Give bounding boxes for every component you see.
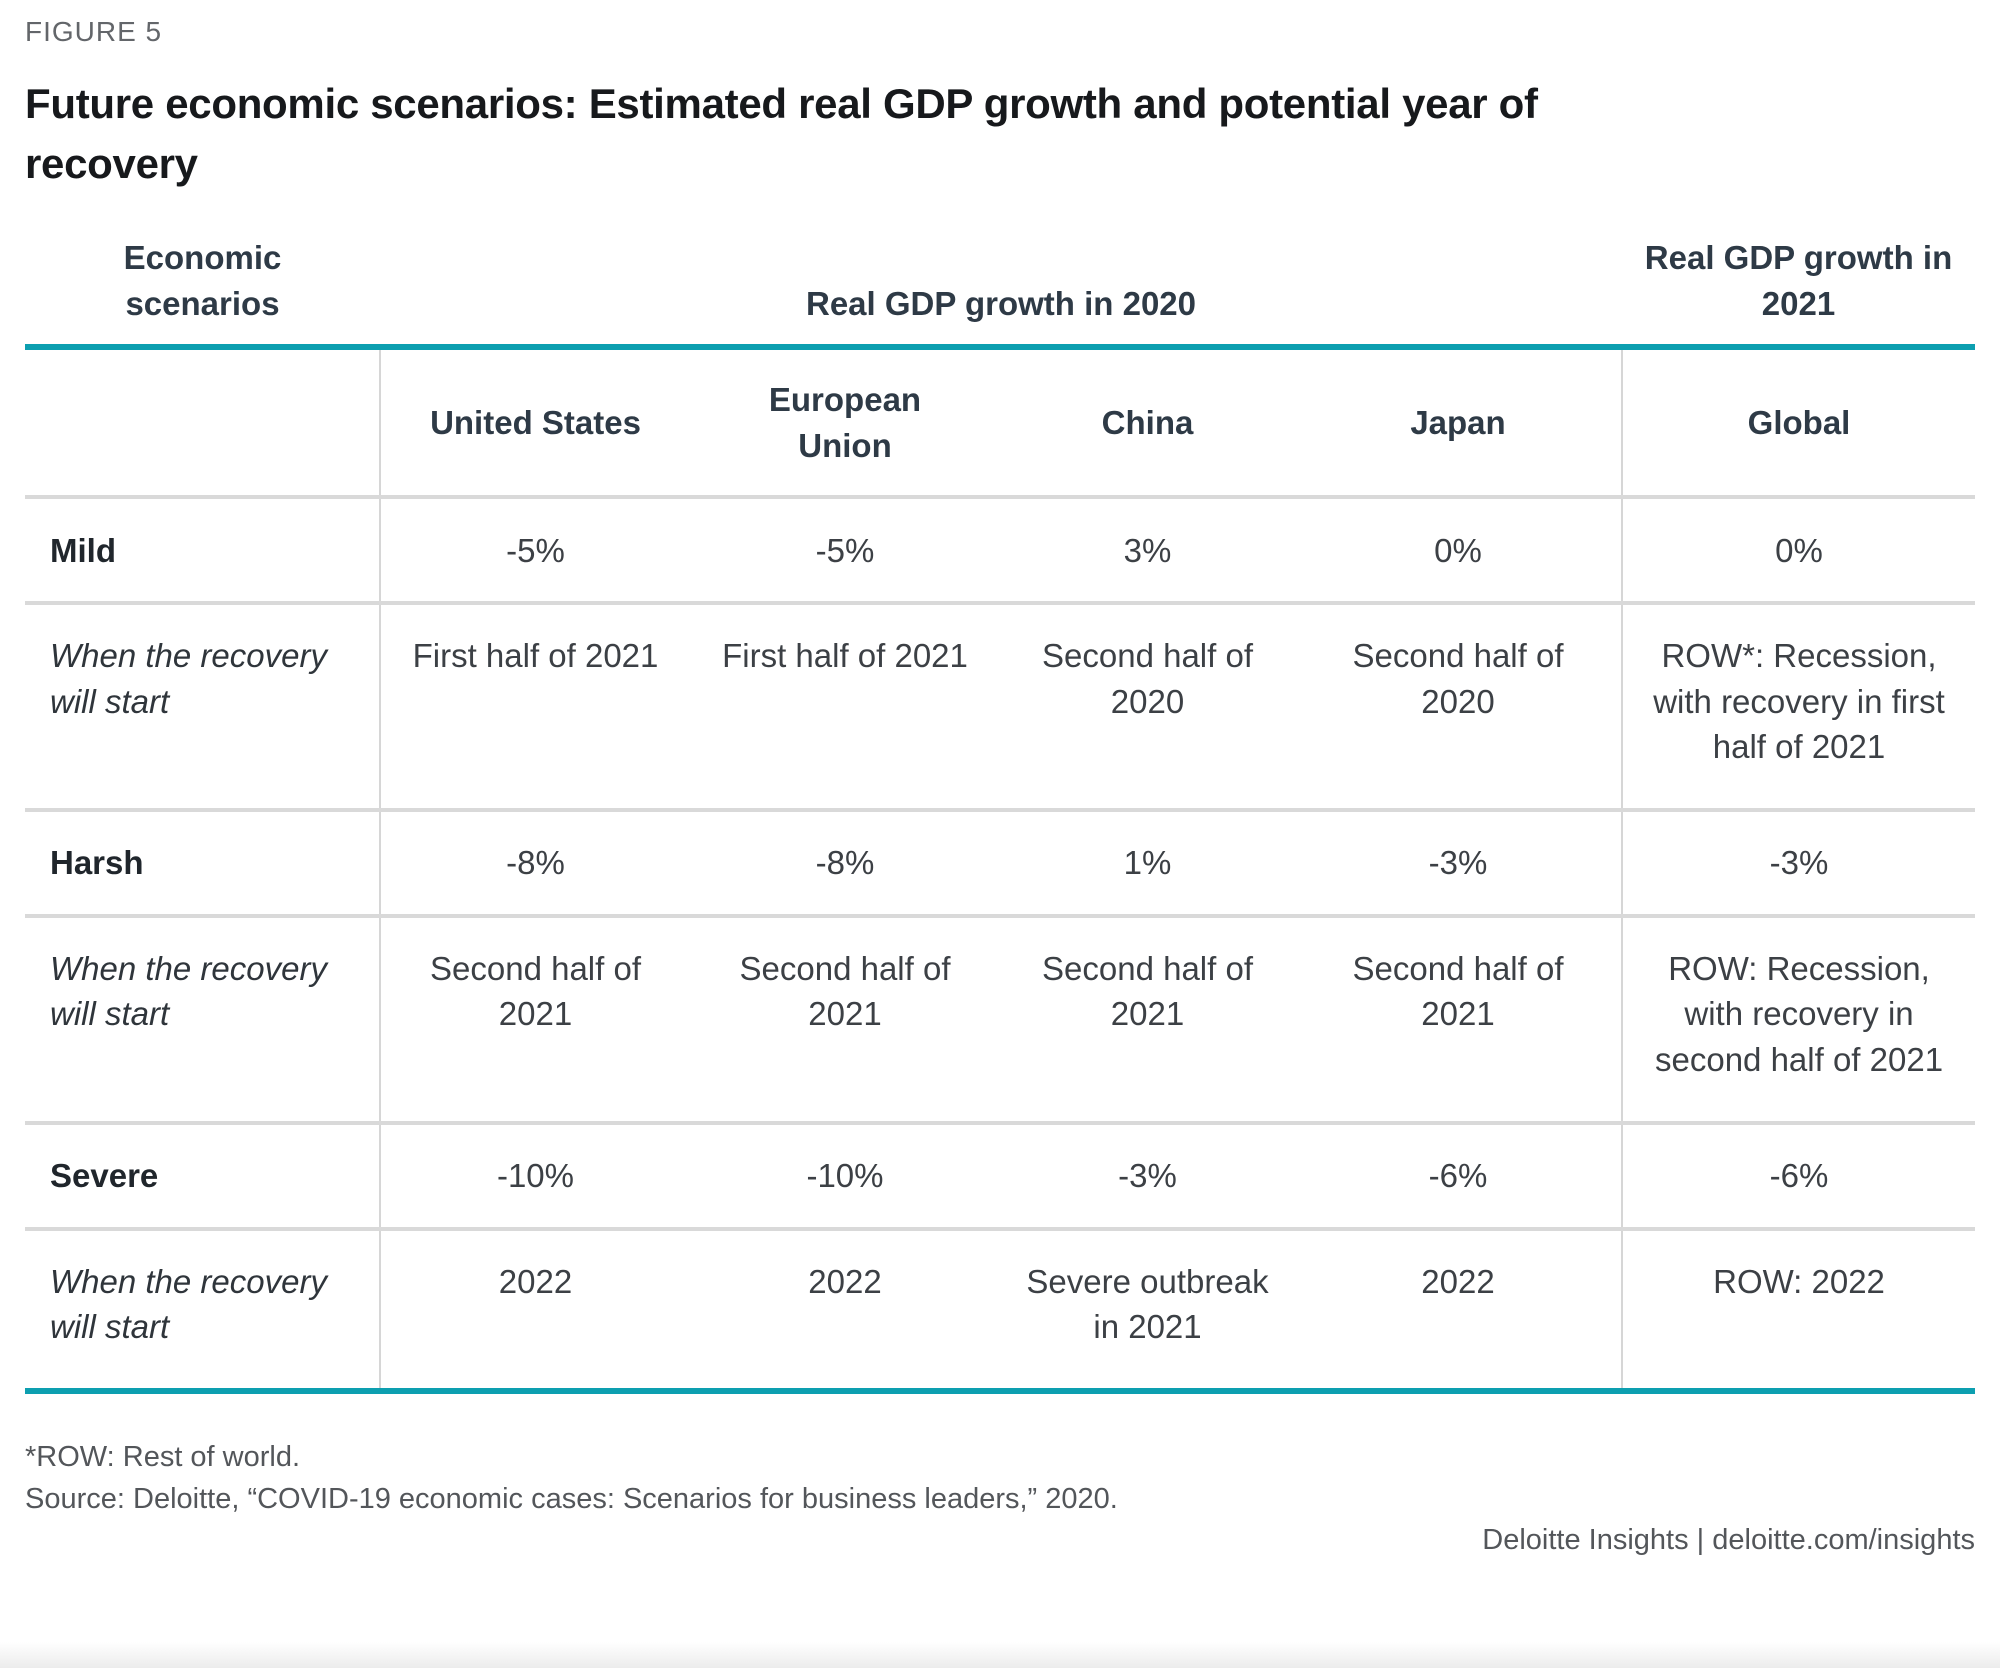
recovery-cell-harsh-eu: Second half of 2021 [690, 915, 1000, 1125]
recovery-row-severe: When the recovery will start 2022 2022 S… [25, 1228, 1976, 1394]
recovery-cell-harsh-global: ROW: Recession, with recovery in second … [1621, 915, 1976, 1125]
group-header-economic-scenarios-label: Economic scenarios [123, 239, 282, 322]
recovery-row-mild: When the recovery will start First half … [25, 603, 1976, 812]
value-cell-harsh-us: -8% [380, 809, 690, 918]
column-header-european-union: European Union [690, 347, 1000, 500]
value-cell-mild-us: -5% [380, 497, 690, 606]
recovery-row-harsh: When the recovery will start Second half… [25, 915, 1976, 1125]
value-cell-severe-china: -3% [1000, 1122, 1295, 1231]
recovery-cell-severe-china: Severe outbreak in 2021 [1000, 1228, 1295, 1394]
value-cell-mild-japan: 0% [1295, 497, 1623, 606]
recovery-cell-severe-us: 2022 [380, 1228, 690, 1394]
scenario-label-harsh: Harsh [25, 809, 381, 918]
value-cell-severe-eu: -10% [690, 1122, 1000, 1231]
scenario-row-severe: Severe -10% -10% -3% -6% -6% [25, 1122, 1976, 1231]
recovery-cell-mild-us: First half of 2021 [380, 603, 690, 812]
value-cell-severe-us: -10% [380, 1122, 690, 1231]
column-header-united-states: United States [380, 347, 690, 500]
value-cell-mild-global: 0% [1621, 497, 1976, 606]
value-cell-harsh-global: -3% [1621, 809, 1976, 918]
group-header-gdp-2021: Real GDP growth in 2021 [1622, 227, 1976, 351]
scenario-label-mild: Mild [25, 497, 381, 606]
scenario-row-mild: Mild -5% -5% 3% 0% 0% [25, 497, 1976, 606]
value-cell-severe-japan: -6% [1295, 1122, 1623, 1231]
value-cell-harsh-japan: -3% [1295, 809, 1623, 918]
value-cell-harsh-china: 1% [1000, 809, 1295, 918]
recovery-cell-harsh-us: Second half of 2021 [380, 915, 690, 1125]
value-cell-harsh-eu: -8% [690, 809, 1000, 918]
footnotes: *ROW: Rest of world. Source: Deloitte, “… [25, 1436, 1975, 1520]
recovery-cell-severe-eu: 2022 [690, 1228, 1000, 1394]
recovery-cell-mild-china: Second half of 2020 [1000, 603, 1295, 812]
column-header-european-union-label: European Union [768, 381, 922, 464]
recovery-label-mild: When the recovery will start [25, 603, 381, 812]
scenario-label-severe: Severe [25, 1122, 381, 1231]
source-line: Source: Deloitte, “COVID-19 economic cas… [25, 1482, 1118, 1515]
recovery-cell-harsh-china: Second half of 2021 [1000, 915, 1295, 1125]
column-header-japan: Japan [1295, 347, 1623, 500]
recovery-cell-severe-global: ROW: 2022 [1621, 1228, 1976, 1394]
value-cell-mild-eu: -5% [690, 497, 1000, 606]
scenarios-table: Economic scenarios Real GDP growth in 20… [25, 227, 1976, 1394]
recovery-cell-mild-eu: First half of 2021 [690, 603, 1000, 812]
column-header-empty [25, 347, 381, 500]
value-cell-severe-global: -6% [1621, 1122, 1976, 1231]
group-header-row: Economic scenarios Real GDP growth in 20… [25, 227, 1976, 351]
figure-title: Future economic scenarios: Estimated rea… [25, 80, 1538, 187]
figure-label: FIGURE 5 [25, 16, 163, 47]
value-cell-mild-china: 3% [1000, 497, 1295, 606]
group-header-economic-scenarios: Economic scenarios [25, 227, 380, 351]
deloitte-insights-branding: Deloitte Insights | deloitte.com/insight… [1482, 1523, 1975, 1556]
recovery-cell-mild-global: ROW*: Recession, with recovery in first … [1621, 603, 1976, 812]
bottom-edge-strip [0, 1642, 2000, 1668]
recovery-cell-severe-japan: 2022 [1295, 1228, 1623, 1394]
column-header-row: United States European Union China Japan… [25, 347, 1976, 500]
recovery-cell-mild-japan: Second half of 2020 [1295, 603, 1623, 812]
group-header-gdp-2021-label: Real GDP growth in 2021 [1644, 239, 1953, 322]
column-header-china: China [1000, 347, 1295, 500]
recovery-cell-harsh-japan: Second half of 2021 [1295, 915, 1623, 1125]
recovery-label-severe: When the recovery will start [25, 1228, 381, 1394]
footnote-row: *ROW: Rest of world. [25, 1440, 301, 1473]
recovery-label-harsh: When the recovery will start [25, 915, 381, 1125]
scenario-row-harsh: Harsh -8% -8% 1% -3% -3% [25, 809, 1976, 918]
group-header-gdp-2020: Real GDP growth in 2020 [380, 227, 1623, 351]
column-header-global: Global [1621, 347, 1976, 500]
